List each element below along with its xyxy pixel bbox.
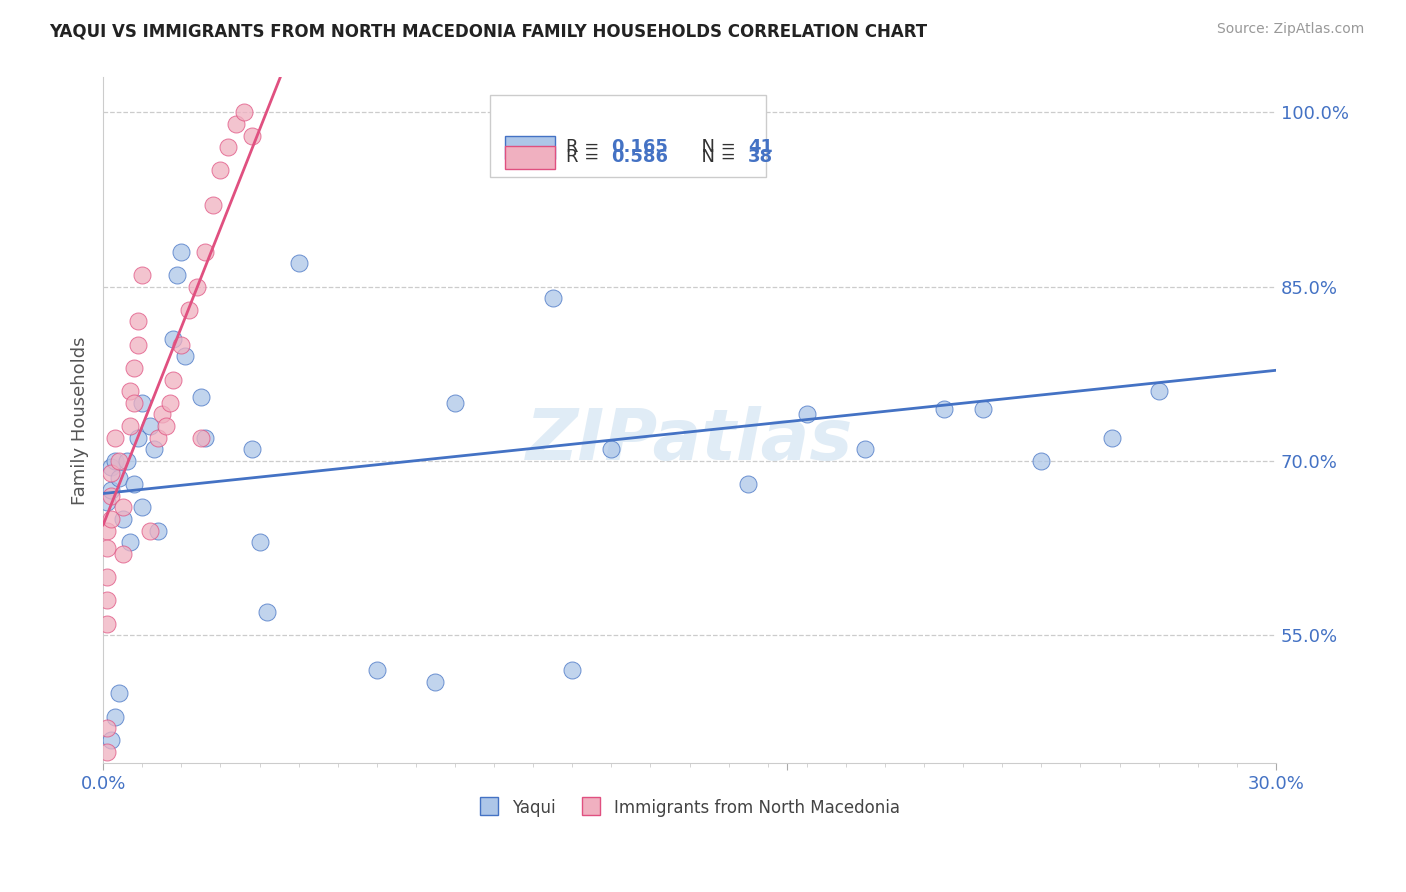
Point xyxy=(96,593,118,607)
Point xyxy=(96,524,118,538)
Point xyxy=(120,419,142,434)
Point xyxy=(100,489,122,503)
Point xyxy=(174,350,197,364)
Bar xyxy=(505,145,555,169)
Point xyxy=(444,396,467,410)
Point xyxy=(190,431,212,445)
Point xyxy=(107,686,129,700)
Bar xyxy=(505,136,555,159)
Point xyxy=(131,268,153,282)
Text: N =: N = xyxy=(689,148,741,166)
Point xyxy=(190,390,212,404)
Point xyxy=(159,396,181,410)
Point xyxy=(972,401,994,416)
Point xyxy=(217,140,239,154)
Point xyxy=(124,477,146,491)
Point xyxy=(194,244,217,259)
Point xyxy=(115,454,138,468)
Point xyxy=(120,535,142,549)
Point xyxy=(107,471,129,485)
Point xyxy=(170,244,193,259)
Point xyxy=(561,663,583,677)
Point xyxy=(249,535,271,549)
Point xyxy=(96,616,118,631)
Point xyxy=(932,401,955,416)
Point xyxy=(162,332,184,346)
Point xyxy=(162,373,184,387)
Point xyxy=(96,721,118,735)
Point xyxy=(111,500,134,515)
Point xyxy=(737,477,759,491)
Point xyxy=(186,279,208,293)
Point xyxy=(111,547,134,561)
Text: YAQUI VS IMMIGRANTS FROM NORTH MACEDONIA FAMILY HOUSEHOLDS CORRELATION CHART: YAQUI VS IMMIGRANTS FROM NORTH MACEDONIA… xyxy=(49,22,928,40)
Point xyxy=(139,419,162,434)
Y-axis label: Family Households: Family Households xyxy=(72,336,89,505)
Point xyxy=(541,291,564,305)
Point xyxy=(100,732,122,747)
Point xyxy=(146,524,169,538)
Point xyxy=(100,512,122,526)
Point xyxy=(1101,431,1123,445)
Point xyxy=(100,459,122,474)
Point xyxy=(600,442,623,457)
Point xyxy=(201,198,224,212)
Text: 38: 38 xyxy=(748,148,773,166)
Point xyxy=(124,361,146,376)
Point xyxy=(150,408,173,422)
Point xyxy=(96,744,118,758)
Point xyxy=(104,431,127,445)
Point xyxy=(796,408,818,422)
Point xyxy=(96,494,118,508)
Point xyxy=(127,314,149,328)
Point xyxy=(425,674,447,689)
Text: 41: 41 xyxy=(748,138,773,156)
Point xyxy=(104,454,127,468)
Point xyxy=(139,524,162,538)
Point xyxy=(209,163,232,178)
Point xyxy=(131,396,153,410)
Point xyxy=(100,483,122,497)
Text: R =: R = xyxy=(567,138,606,156)
Point xyxy=(194,431,217,445)
Point xyxy=(100,466,122,480)
Legend: Yaqui, Immigrants from North Macedonia: Yaqui, Immigrants from North Macedonia xyxy=(472,792,907,823)
Text: N =: N = xyxy=(689,138,741,156)
Point xyxy=(240,442,263,457)
Point xyxy=(146,431,169,445)
Point xyxy=(96,570,118,584)
Point xyxy=(179,302,201,317)
Point xyxy=(1147,384,1170,399)
Point xyxy=(170,337,193,351)
Point xyxy=(256,605,278,619)
Point xyxy=(127,337,149,351)
Point xyxy=(111,512,134,526)
Point xyxy=(225,117,247,131)
Point xyxy=(142,442,165,457)
Point xyxy=(124,396,146,410)
Point xyxy=(366,663,388,677)
Point xyxy=(96,541,118,555)
Text: Source: ZipAtlas.com: Source: ZipAtlas.com xyxy=(1216,22,1364,37)
Text: ZIPatlas: ZIPatlas xyxy=(526,407,853,475)
Bar xyxy=(491,95,766,177)
Point xyxy=(240,128,263,143)
Point xyxy=(232,105,254,120)
Point xyxy=(131,500,153,515)
Point xyxy=(120,384,142,399)
Point xyxy=(104,709,127,723)
Point xyxy=(155,419,177,434)
Point xyxy=(166,268,188,282)
Point xyxy=(1031,454,1053,468)
Point xyxy=(855,442,877,457)
Point xyxy=(127,431,149,445)
Text: 0.165: 0.165 xyxy=(612,138,668,156)
Point xyxy=(287,256,309,270)
Point xyxy=(107,454,129,468)
Text: 0.586: 0.586 xyxy=(612,148,668,166)
Text: R =: R = xyxy=(567,148,606,166)
